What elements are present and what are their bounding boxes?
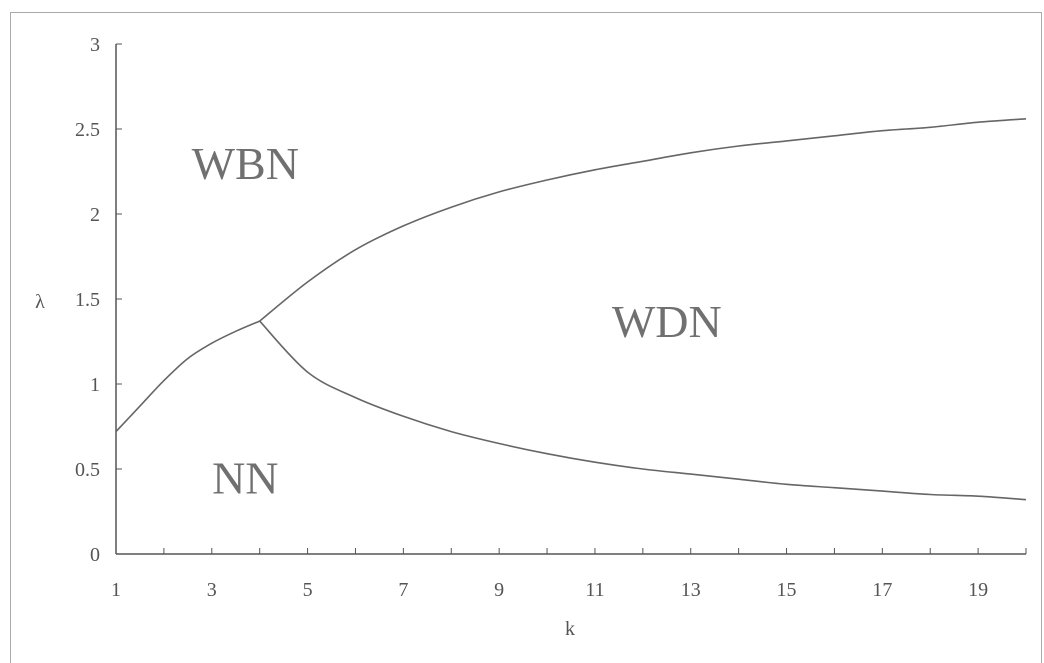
x-tick-label: 17 <box>872 579 892 601</box>
boundary-line-3 <box>259 320 1027 501</box>
y-tick-label: 2 <box>90 204 100 226</box>
region-label: WBN <box>192 138 299 189</box>
x-tick-label: 13 <box>681 579 701 601</box>
y-axis-label: λ <box>35 291 45 313</box>
boundary-lines <box>115 118 1027 501</box>
x-tick-label: 7 <box>398 579 408 601</box>
x-tick-label: 1 <box>111 579 121 601</box>
region-label: NN <box>212 453 278 504</box>
x-tick-label: 15 <box>777 579 797 601</box>
y-tick-label: 2.5 <box>75 119 100 141</box>
x-tick-label: 9 <box>494 579 504 601</box>
y-tick-label: 1.5 <box>75 289 100 311</box>
ticks <box>115 43 1027 555</box>
boundary-line-1 <box>115 320 260 433</box>
y-tick-label: 0.5 <box>75 459 100 481</box>
region-labels: WBN WDN NN <box>192 138 722 504</box>
x-tick-label: 19 <box>968 579 988 601</box>
x-tick-label: 3 <box>207 579 217 601</box>
x-tick-label: 11 <box>585 579 604 601</box>
y-tick-label: 3 <box>90 34 100 56</box>
region-label: WDN <box>612 296 722 347</box>
chart-frame <box>10 12 1042 663</box>
x-tick-label: 5 <box>303 579 313 601</box>
boundary-line-2 <box>259 118 1027 322</box>
y-tick-label: 1 <box>90 374 100 396</box>
y-tick-label: 0 <box>90 544 100 566</box>
x-axis-label: k <box>565 618 575 640</box>
